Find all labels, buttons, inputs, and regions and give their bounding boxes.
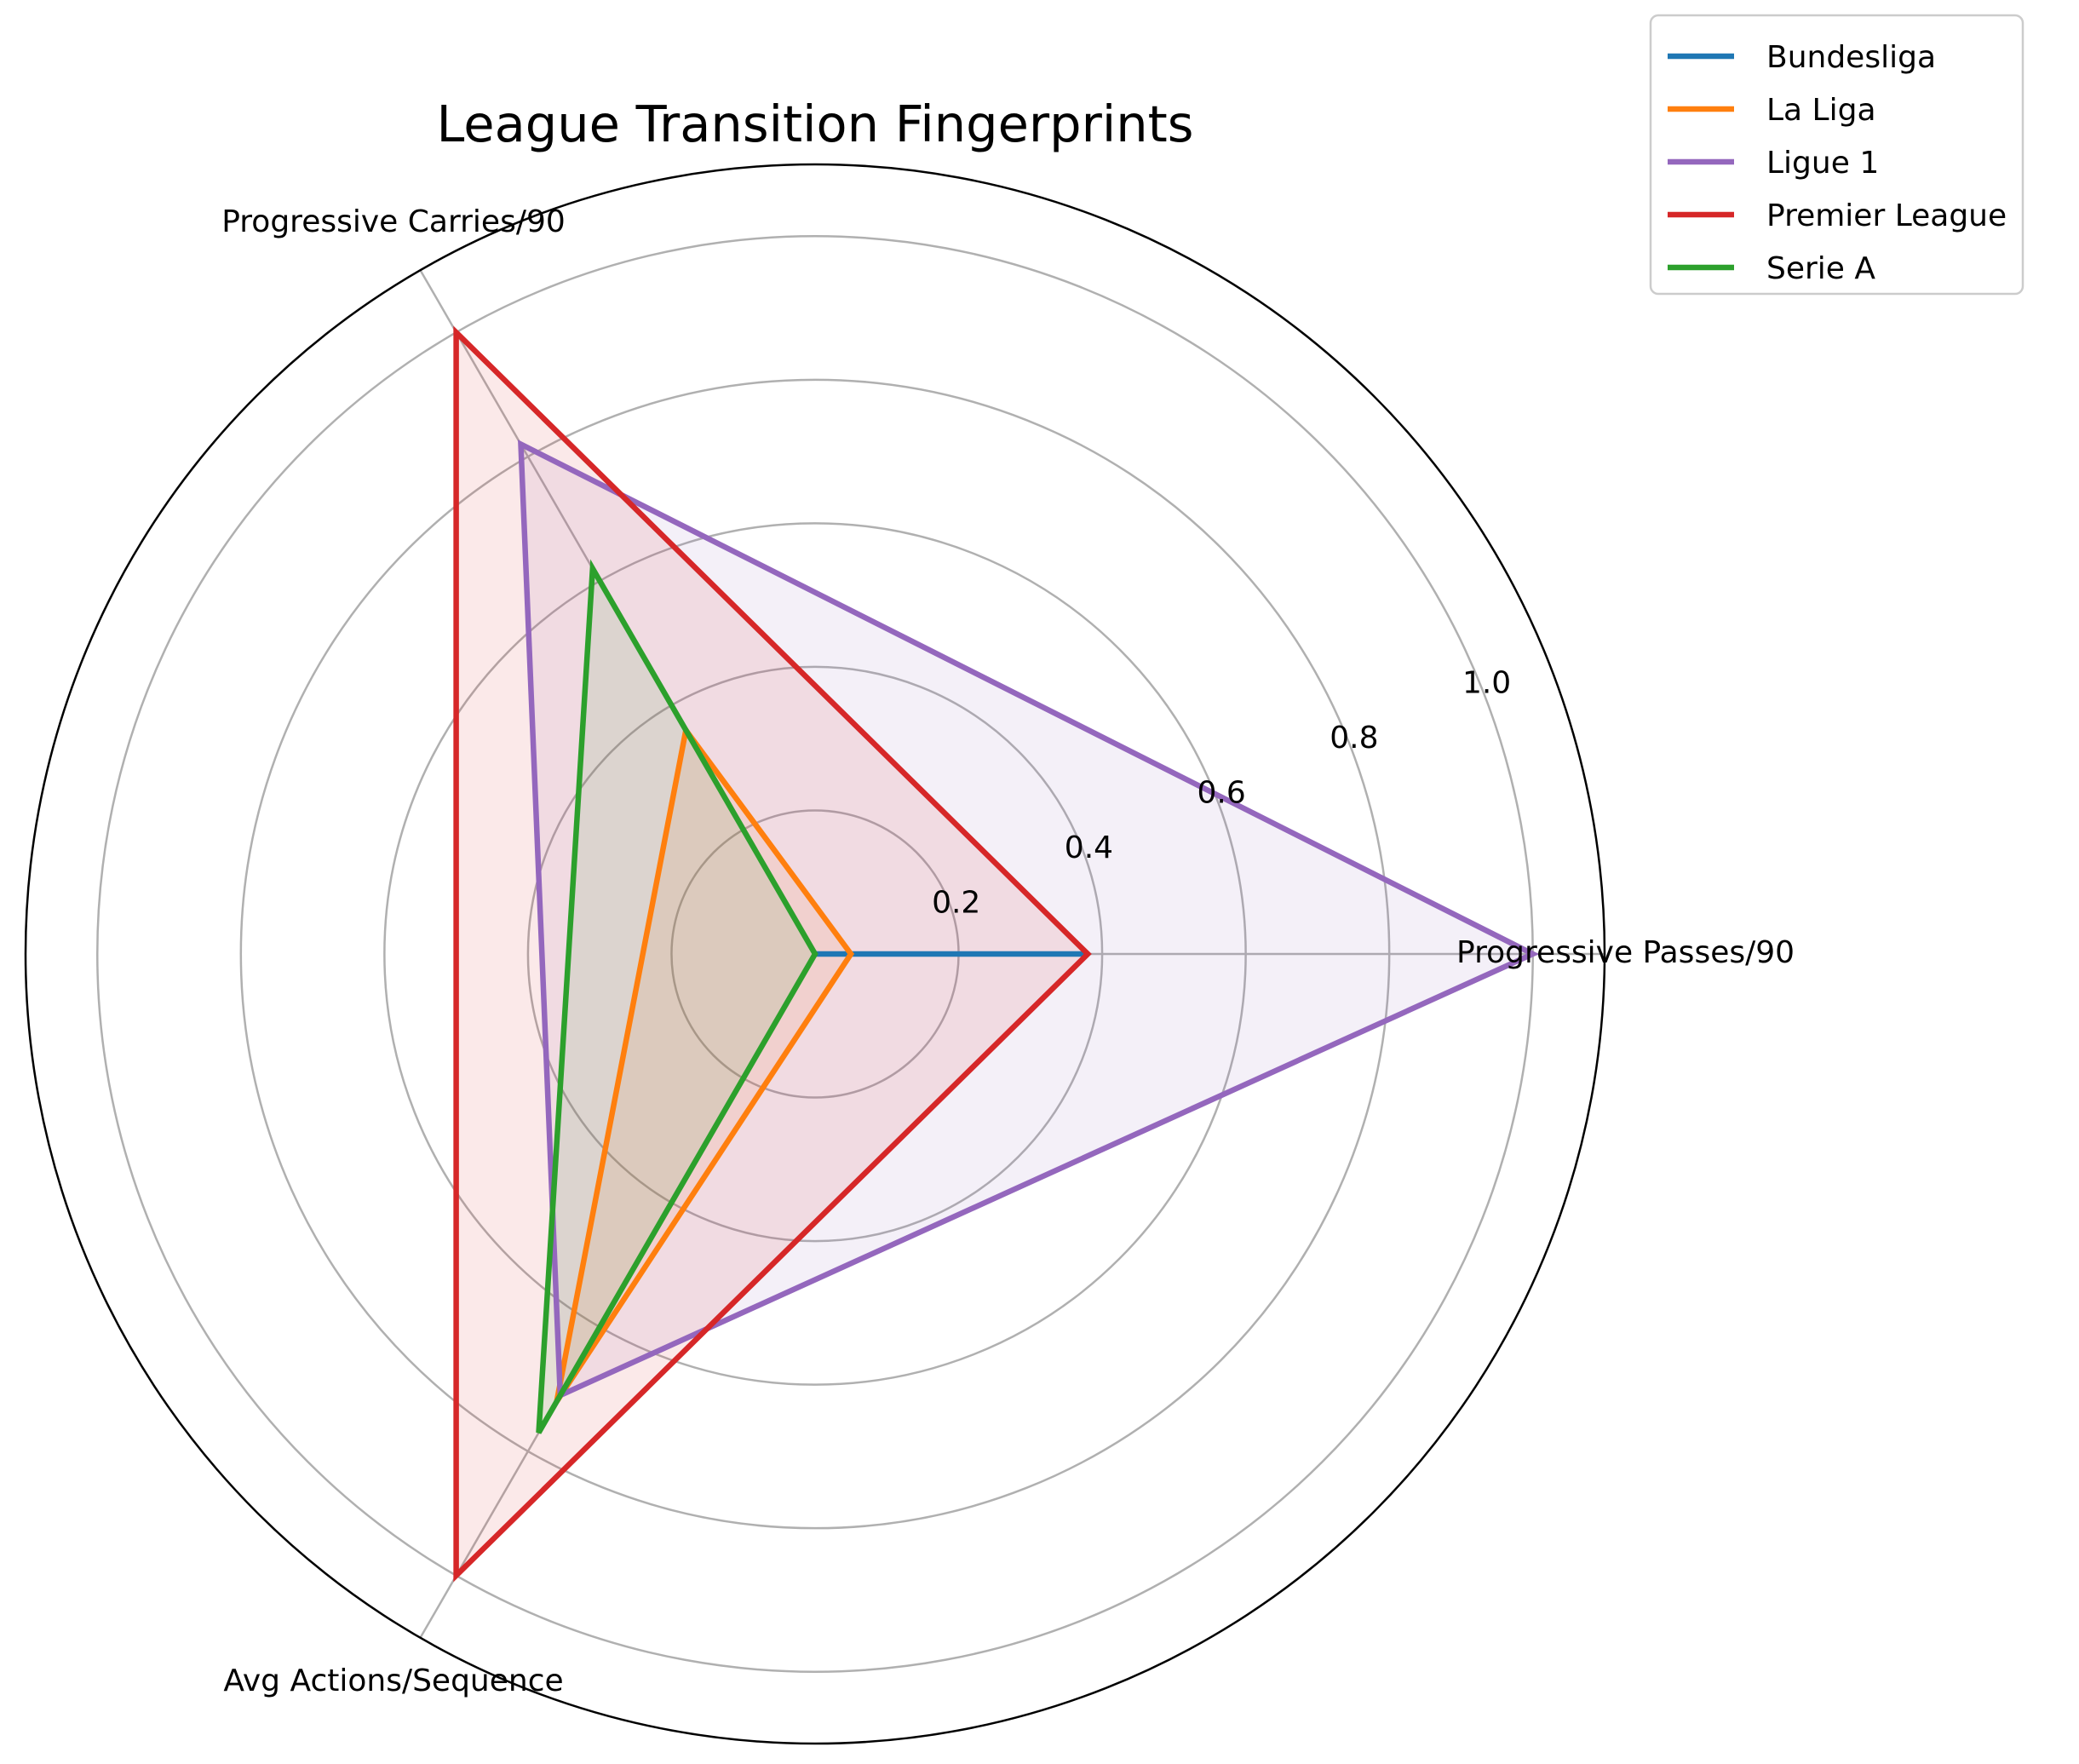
axis-label: Progressive Carries/90 [221, 204, 566, 239]
outer-ring [24, 163, 1606, 1745]
radial-grid [96, 235, 1605, 1673]
legend-label: Serie A [1766, 251, 1875, 286]
axis-label: Progressive Passes/90 [1456, 935, 1795, 970]
radial-tick-label: 0.8 [1330, 721, 1378, 756]
series-line [518, 440, 1540, 1400]
axis-labels: Progressive Passes/90 Progressive Carries… [221, 204, 1795, 1698]
series-line [536, 559, 818, 1434]
legend-label: Ligue 1 [1766, 146, 1879, 181]
series-line [453, 325, 1092, 1583]
radial-tick-label: 0.2 [932, 886, 980, 921]
series-fill [520, 444, 1533, 1396]
radial-tick-label: 1.0 [1462, 666, 1511, 701]
series-fill [556, 730, 852, 1402]
legend-label: La Liga [1766, 93, 1876, 128]
series-fill [538, 568, 815, 1433]
legend: Bundesliga La Liga Ligue 1 Premier League Se… [1649, 14, 2024, 296]
chart-title: League Transition Fingerprints [436, 95, 1193, 153]
series-fills [456, 332, 1533, 1576]
legend-label: Premier League [1766, 198, 2007, 233]
radial-tick-label: 0.4 [1065, 830, 1113, 865]
series-lines [453, 325, 1540, 1583]
legend-frame [1649, 14, 2024, 296]
legend-label: Bundesliga [1766, 40, 1936, 75]
series-fill [456, 332, 1088, 1576]
axis-label: Avg Actions/Sequence [223, 1663, 563, 1698]
series-line [554, 723, 855, 1404]
radial-tick-label: 0.6 [1197, 776, 1246, 811]
